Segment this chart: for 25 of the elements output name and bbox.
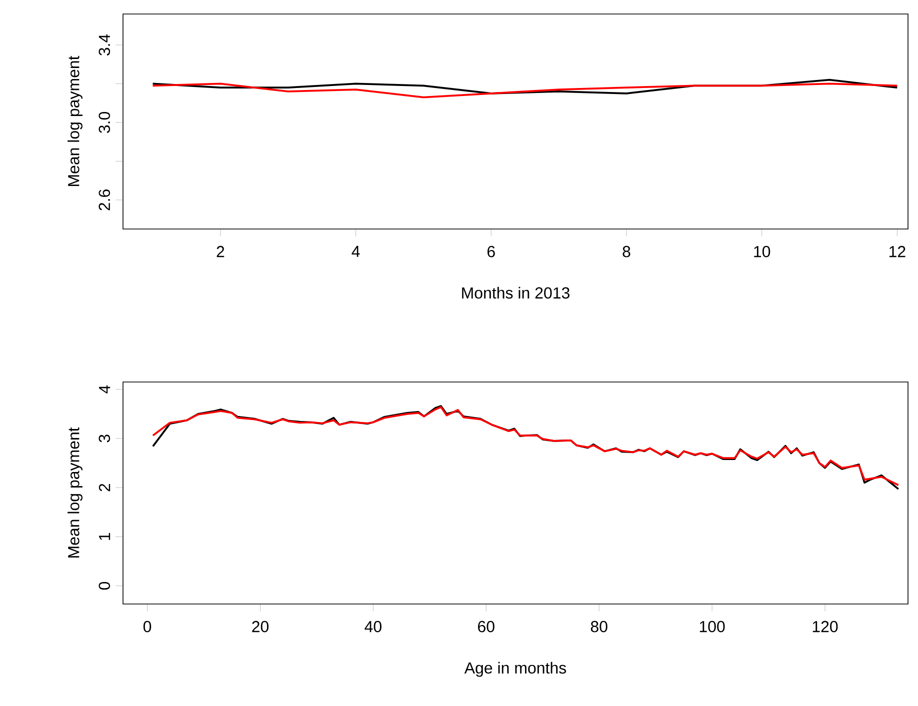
x-tick-label: 0 <box>143 620 152 632</box>
x-tick-label: 2 <box>216 246 224 258</box>
x-tick-label: 10 <box>754 246 770 258</box>
y-tick-label: 4 <box>99 385 110 394</box>
y-axis-title: Mean log payment <box>68 56 82 186</box>
y-tick-label: 3.4 <box>98 34 110 56</box>
x-tick-label: 8 <box>622 246 630 258</box>
x-tick-label: 20 <box>252 620 269 632</box>
y-tick-label: 3 <box>98 434 110 442</box>
x-tick-label: 6 <box>488 246 495 258</box>
x-tick-label: 40 <box>364 620 382 632</box>
x-tick-label: 120 <box>812 620 838 632</box>
y-tick-label: 3.0 <box>98 112 110 133</box>
y-tick-label: 2.6 <box>98 190 110 210</box>
x-axis-title: Age in months <box>464 662 566 677</box>
x-tick-label: 80 <box>590 620 608 632</box>
x-tick-label: 4 <box>352 246 360 257</box>
x-axis-title: Months in 2013 <box>462 286 570 299</box>
x-tick-label: 60 <box>478 620 494 632</box>
y-tick-label: 0 <box>98 582 110 590</box>
y-tick-label: 2 <box>98 484 110 492</box>
y-axis-title: Mean log payment <box>68 427 82 558</box>
x-tick-label: 100 <box>700 620 725 632</box>
x-tick-label: 12 <box>889 246 906 258</box>
y-tick-label: 1 <box>99 533 110 540</box>
